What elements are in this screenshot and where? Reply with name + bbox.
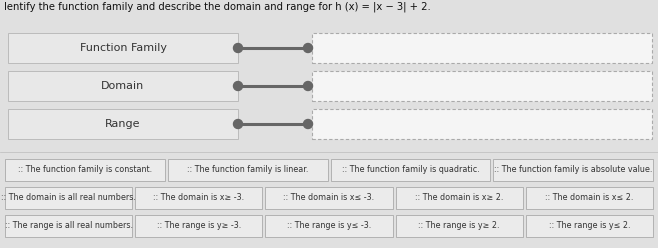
Text: :: The domain is x≤ 2.: :: The domain is x≤ 2. bbox=[545, 193, 634, 203]
FancyBboxPatch shape bbox=[135, 215, 263, 237]
FancyBboxPatch shape bbox=[8, 71, 238, 101]
Text: :: The function family is quadratic.: :: The function family is quadratic. bbox=[342, 165, 479, 175]
FancyBboxPatch shape bbox=[526, 187, 653, 209]
Text: :: The range is y≤ 2.: :: The range is y≤ 2. bbox=[549, 221, 630, 230]
Text: :: The range is y≤ -3.: :: The range is y≤ -3. bbox=[287, 221, 371, 230]
FancyBboxPatch shape bbox=[5, 187, 132, 209]
Text: :: The domain is all real numbers.: :: The domain is all real numbers. bbox=[1, 193, 136, 203]
FancyBboxPatch shape bbox=[312, 109, 652, 139]
Text: :: The domain is x≥ -3.: :: The domain is x≥ -3. bbox=[153, 193, 244, 203]
Circle shape bbox=[234, 82, 243, 91]
Circle shape bbox=[234, 43, 243, 53]
FancyBboxPatch shape bbox=[8, 33, 238, 63]
FancyBboxPatch shape bbox=[8, 109, 238, 139]
FancyBboxPatch shape bbox=[330, 159, 490, 181]
FancyBboxPatch shape bbox=[494, 159, 653, 181]
Text: :: The function family is linear.: :: The function family is linear. bbox=[187, 165, 309, 175]
Text: :: The domain is x≥ 2.: :: The domain is x≥ 2. bbox=[415, 193, 503, 203]
Text: :: The domain is x≤ -3.: :: The domain is x≤ -3. bbox=[284, 193, 374, 203]
Circle shape bbox=[303, 43, 313, 53]
Text: :: The range is y≥ -3.: :: The range is y≥ -3. bbox=[157, 221, 241, 230]
FancyBboxPatch shape bbox=[265, 187, 393, 209]
FancyBboxPatch shape bbox=[265, 215, 393, 237]
FancyBboxPatch shape bbox=[395, 187, 523, 209]
FancyBboxPatch shape bbox=[135, 187, 263, 209]
Text: :: The function family is constant.: :: The function family is constant. bbox=[18, 165, 152, 175]
Text: :: The range is all real numbers.: :: The range is all real numbers. bbox=[5, 221, 133, 230]
Text: Function Family: Function Family bbox=[80, 43, 166, 53]
Circle shape bbox=[234, 120, 243, 128]
Text: :: The function family is absolute value.: :: The function family is absolute value… bbox=[494, 165, 652, 175]
FancyBboxPatch shape bbox=[526, 215, 653, 237]
Circle shape bbox=[303, 120, 313, 128]
FancyBboxPatch shape bbox=[168, 159, 328, 181]
FancyBboxPatch shape bbox=[5, 159, 164, 181]
Text: lentify the function family and describe the domain and range for h (x) = |x − 3: lentify the function family and describe… bbox=[4, 2, 431, 12]
FancyBboxPatch shape bbox=[395, 215, 523, 237]
FancyBboxPatch shape bbox=[312, 33, 652, 63]
Text: :: The range is y≥ 2.: :: The range is y≥ 2. bbox=[418, 221, 500, 230]
FancyBboxPatch shape bbox=[312, 71, 652, 101]
Text: Domain: Domain bbox=[101, 81, 145, 91]
Circle shape bbox=[303, 82, 313, 91]
FancyBboxPatch shape bbox=[5, 215, 132, 237]
Text: Range: Range bbox=[105, 119, 141, 129]
